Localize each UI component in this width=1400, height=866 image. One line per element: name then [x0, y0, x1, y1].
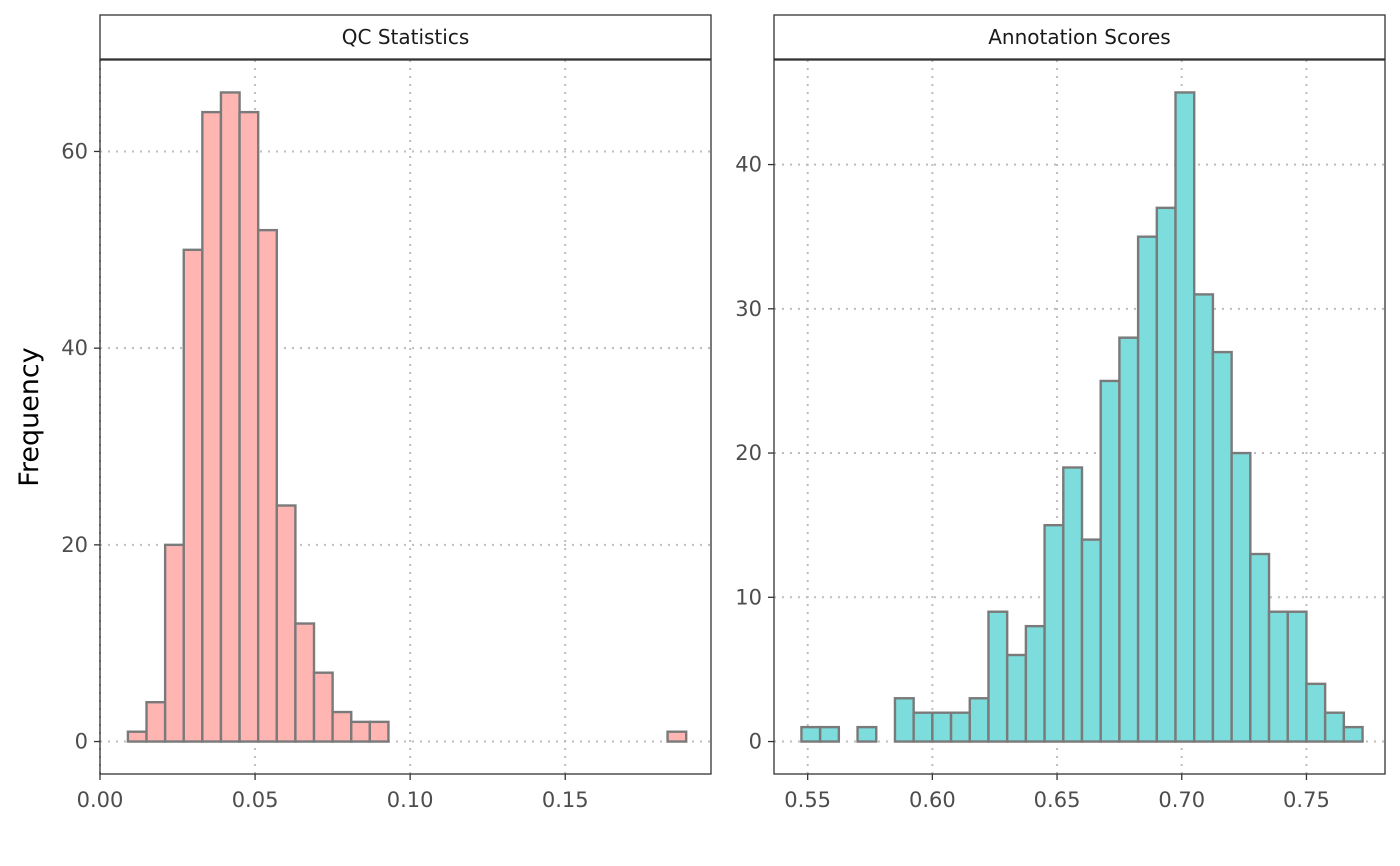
qc-statistics-panel-border: [99, 59, 712, 775]
annotation-scores-bar: [931, 711, 953, 743]
annotation-scores-bar: [987, 610, 1009, 743]
annotation-scores-bar: [1249, 552, 1271, 743]
annotation-scores-bar: [1193, 293, 1215, 743]
annotation-scores-strip: [773, 14, 1386, 60]
annotation-scores-x-tick-label: 0.55: [784, 788, 831, 812]
annotation-scores-bars: [800, 91, 1364, 743]
annotation-scores-y-tick-label: 0: [749, 730, 762, 754]
annotation-scores-y-tick-label: 20: [735, 441, 762, 465]
annotation-scores-y-tick-label: 40: [735, 153, 762, 177]
annotation-scores-bar: [800, 725, 822, 743]
annotation-scores-axes: 0 10 20 30 40 0.55 0.60 0.65 0.70 0.75: [735, 153, 1330, 812]
qc-statistics-bars: [126, 91, 688, 743]
annotation-scores-bar: [912, 711, 934, 743]
annotation-scores-bar: [1305, 682, 1327, 743]
qc-statistics-y-tick-label: 20: [61, 533, 88, 557]
qc-statistics-bar: [350, 720, 372, 743]
annotation-scores-y-tick-label: 10: [735, 585, 762, 609]
qc-statistics-bar: [163, 543, 185, 743]
annotation-scores-bar: [893, 697, 915, 743]
qc-statistics-bar: [275, 504, 297, 743]
qc-statistics-y-tick-label: 40: [61, 336, 88, 360]
annotation-scores-bar: [1211, 350, 1233, 743]
qc-statistics-grid: [99, 60, 711, 774]
qc-statistics-bar: [182, 248, 204, 743]
qc-statistics-y-tick-label: 0: [75, 730, 88, 754]
annotation-scores-bar: [1118, 336, 1140, 743]
qc-statistics-x-tick-label: 0.00: [77, 788, 124, 812]
annotation-scores-x-tick-label: 0.65: [1034, 788, 1081, 812]
annotation-scores-bar: [1155, 206, 1177, 743]
annotation-scores-bar: [1230, 451, 1252, 743]
qc-statistics-strip: [99, 14, 712, 60]
annotation-scores-bar: [949, 711, 971, 743]
qc-statistics-x-tick-label: 0.10: [387, 788, 434, 812]
annotation-scores-bar: [1024, 624, 1046, 743]
annotation-scores-panel-border: [773, 59, 1386, 775]
qc-statistics-panel: QC Statistics 0 20 40 60 0.00 0.05 0.10 0.15: [61, 14, 712, 812]
annotation-scores-bar: [1267, 610, 1289, 743]
annotation-scores-strip-label: Annotation Scores: [988, 25, 1170, 49]
qc-statistics-strip-label: QC Statistics: [342, 25, 470, 49]
qc-statistics-bar: [368, 720, 390, 743]
y-axis-title: Frequency: [14, 347, 45, 487]
annotation-scores-bar: [1062, 466, 1084, 743]
annotation-scores-x-tick-label: 0.70: [1158, 788, 1205, 812]
qc-statistics-bar: [145, 701, 167, 743]
qc-statistics-y-tick-label: 60: [61, 139, 88, 163]
qc-statistics-bar: [219, 91, 241, 743]
annotation-scores-bar: [818, 725, 841, 743]
annotation-scores-x-tick-label: 0.75: [1283, 788, 1330, 812]
annotation-scores-bar: [856, 725, 878, 743]
qc-statistics-x-tick-label: 0.15: [542, 788, 589, 812]
qc-statistics-bar: [294, 622, 316, 743]
qc-statistics-bar: [201, 110, 223, 743]
qc-statistics-bar: [331, 710, 353, 743]
qc-statistics-bar: [126, 730, 148, 743]
annotation-scores-bar: [1342, 725, 1364, 743]
qc-statistics-bar: [238, 110, 260, 743]
annotation-scores-bar: [1043, 523, 1065, 743]
qc-statistics-bar: [666, 730, 688, 743]
annotation-scores-x-tick-label: 0.60: [909, 788, 956, 812]
annotation-scores-bar: [1136, 235, 1159, 743]
qc-statistics-bar: [312, 671, 334, 743]
annotation-scores-bar: [1174, 91, 1196, 743]
annotation-scores-bar: [1099, 379, 1121, 743]
qc-statistics-axes: 0 20 40 60 0.00 0.05 0.10 0.15: [61, 139, 588, 812]
qc-statistics-x-tick-label: 0.05: [232, 788, 279, 812]
qc-statistics-bar: [256, 228, 278, 743]
annotation-scores-bar: [1005, 653, 1028, 743]
annotation-scores-y-tick-label: 30: [735, 297, 762, 321]
annotation-scores-bar: [1080, 538, 1102, 743]
annotation-scores-bar: [1323, 711, 1346, 743]
annotation-scores-bar: [968, 697, 990, 743]
annotation-scores-bar: [1286, 610, 1308, 743]
